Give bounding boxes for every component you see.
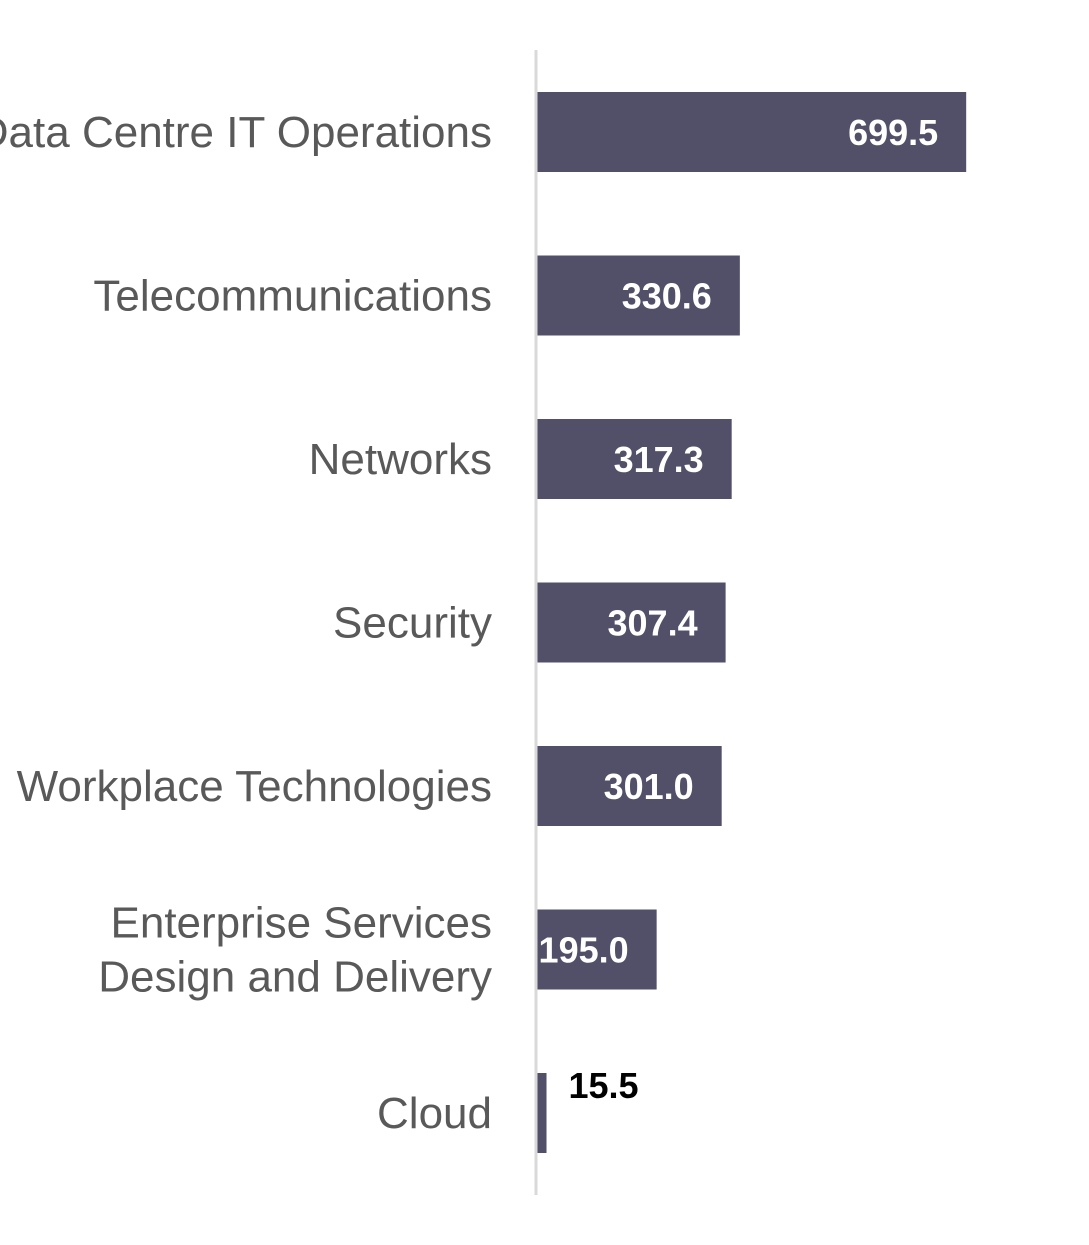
bar xyxy=(537,255,740,336)
category-labels: Data Centre IT Operations Telecommunicati… xyxy=(0,108,492,1138)
value-labels: 699.5 330.6 317.3 307.4 301.0 195.0 15.5 xyxy=(539,112,939,1106)
category-label: Enterprise Services Design and Delivery xyxy=(98,899,492,1002)
data-label: 15.5 xyxy=(569,1065,639,1106)
data-label: 699.5 xyxy=(848,112,938,153)
data-label: 301.0 xyxy=(604,766,694,807)
category-label: Cloud xyxy=(377,1089,492,1138)
bar xyxy=(537,909,657,990)
bars-layer xyxy=(537,92,967,1153)
bar xyxy=(537,582,726,663)
bar xyxy=(537,92,967,172)
bar xyxy=(537,419,732,499)
data-label: 307.4 xyxy=(608,603,698,644)
category-label: Workplace Technologies xyxy=(17,762,492,811)
category-label: Networks xyxy=(309,435,492,484)
category-label: Data Centre IT Operations xyxy=(0,108,492,157)
bar xyxy=(537,1073,547,1153)
data-label: 195.0 xyxy=(539,930,629,971)
data-label: 317.3 xyxy=(614,439,704,480)
data-label: 330.6 xyxy=(622,276,712,317)
category-label: Telecommunications xyxy=(93,272,492,321)
category-label: Security xyxy=(333,599,492,648)
bar xyxy=(537,746,722,826)
